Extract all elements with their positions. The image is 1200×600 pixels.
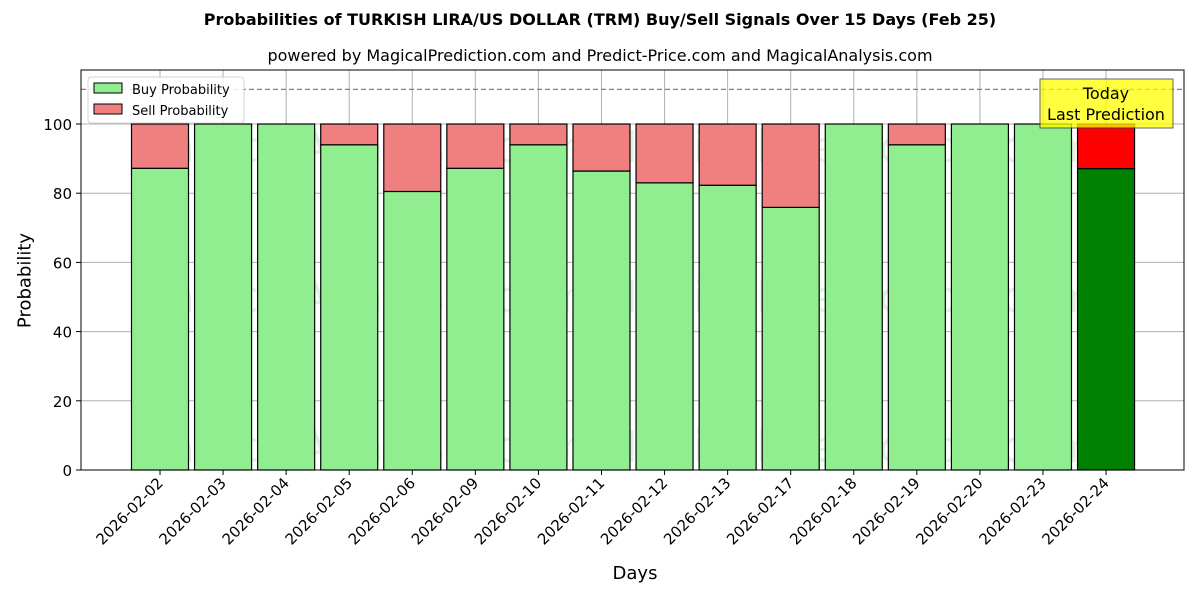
x-tick-label: 2026-02-09: [408, 474, 482, 548]
legend: Buy Probability Sell Probability: [87, 76, 245, 124]
annotation-box: [1039, 78, 1174, 129]
buy-bar: [193, 123, 253, 471]
chart-subtitle: powered by MagicalPrediction.com and Pre…: [267, 46, 933, 65]
x-tick-label: 2026-02-02: [92, 474, 166, 548]
x-tick-label: 2026-02-18: [786, 474, 860, 548]
legend-swatch-sell: [93, 103, 123, 115]
y-tick-label: 20: [53, 393, 72, 411]
buy-bar: [950, 123, 1010, 471]
x-tick-label: 2026-02-04: [219, 474, 293, 548]
buy-bar: [824, 123, 883, 471]
x-axis-label: Days: [612, 563, 658, 584]
sell-bar: [635, 123, 694, 184]
buy-bar: [130, 167, 190, 471]
buy-bar: [320, 144, 379, 471]
x-tick-label: 2026-02-12: [597, 474, 671, 548]
x-tick-label: 2026-02-23: [975, 474, 1049, 548]
buy-bar: [572, 170, 631, 471]
sell-bar: [698, 123, 757, 186]
x-tick-label: 2026-02-19: [849, 474, 923, 548]
x-tick-label: 2026-02-24: [1038, 474, 1112, 548]
sell-bar: [446, 123, 505, 169]
annotation-line2: Last Prediction: [1047, 105, 1165, 124]
plot-frame: [80, 69, 1185, 471]
legend-swatch-buy: [93, 82, 123, 94]
y-tick-label: 0: [62, 462, 72, 480]
y-tick-label: 80: [53, 185, 72, 203]
buy-bar: [761, 206, 820, 471]
sell-bar: [572, 123, 631, 172]
x-tick-label: 2026-02-17: [723, 474, 797, 548]
x-tick-label: 2026-02-03: [156, 474, 230, 548]
today-annotation: Today Last Prediction: [1039, 78, 1174, 129]
buy-bar: [698, 184, 757, 471]
buy-bar: [257, 123, 316, 471]
buy-bar: [635, 182, 694, 471]
sell-bar: [383, 123, 442, 193]
y-tick-label: 60: [53, 254, 72, 272]
chart-title: Probabilities of TURKISH LIRA/US DOLLAR …: [203, 10, 997, 29]
buy-bar: [509, 144, 568, 471]
sell-bar: [130, 123, 190, 169]
legend-box: [87, 76, 245, 124]
buy-bar: [1076, 168, 1136, 471]
sell-bar: [887, 123, 946, 146]
y-tick-label: 40: [53, 324, 72, 342]
buy-bar: [446, 167, 505, 471]
buy-bar: [887, 144, 946, 471]
sell-bar: [320, 123, 379, 146]
buy-bar: [383, 190, 442, 471]
x-tick-label: 2026-02-20: [912, 474, 986, 548]
x-tick-label: 2026-02-11: [534, 474, 608, 548]
y-tick-label: 100: [43, 116, 72, 134]
annotation-line1: Today: [1082, 84, 1129, 103]
legend-label-buy: Buy Probability: [132, 83, 230, 98]
x-tick-label: 2026-02-06: [345, 474, 419, 548]
sell-bar: [1076, 123, 1136, 170]
legend-label-sell: Sell Probability: [132, 104, 229, 119]
x-tick-label: 2026-02-05: [282, 474, 356, 548]
x-tick-label: 2026-02-13: [660, 474, 734, 548]
sell-bar: [761, 123, 820, 208]
x-tick-label: 2026-02-10: [471, 474, 545, 548]
buy-bar: [1013, 123, 1073, 471]
sell-bar: [509, 123, 568, 146]
